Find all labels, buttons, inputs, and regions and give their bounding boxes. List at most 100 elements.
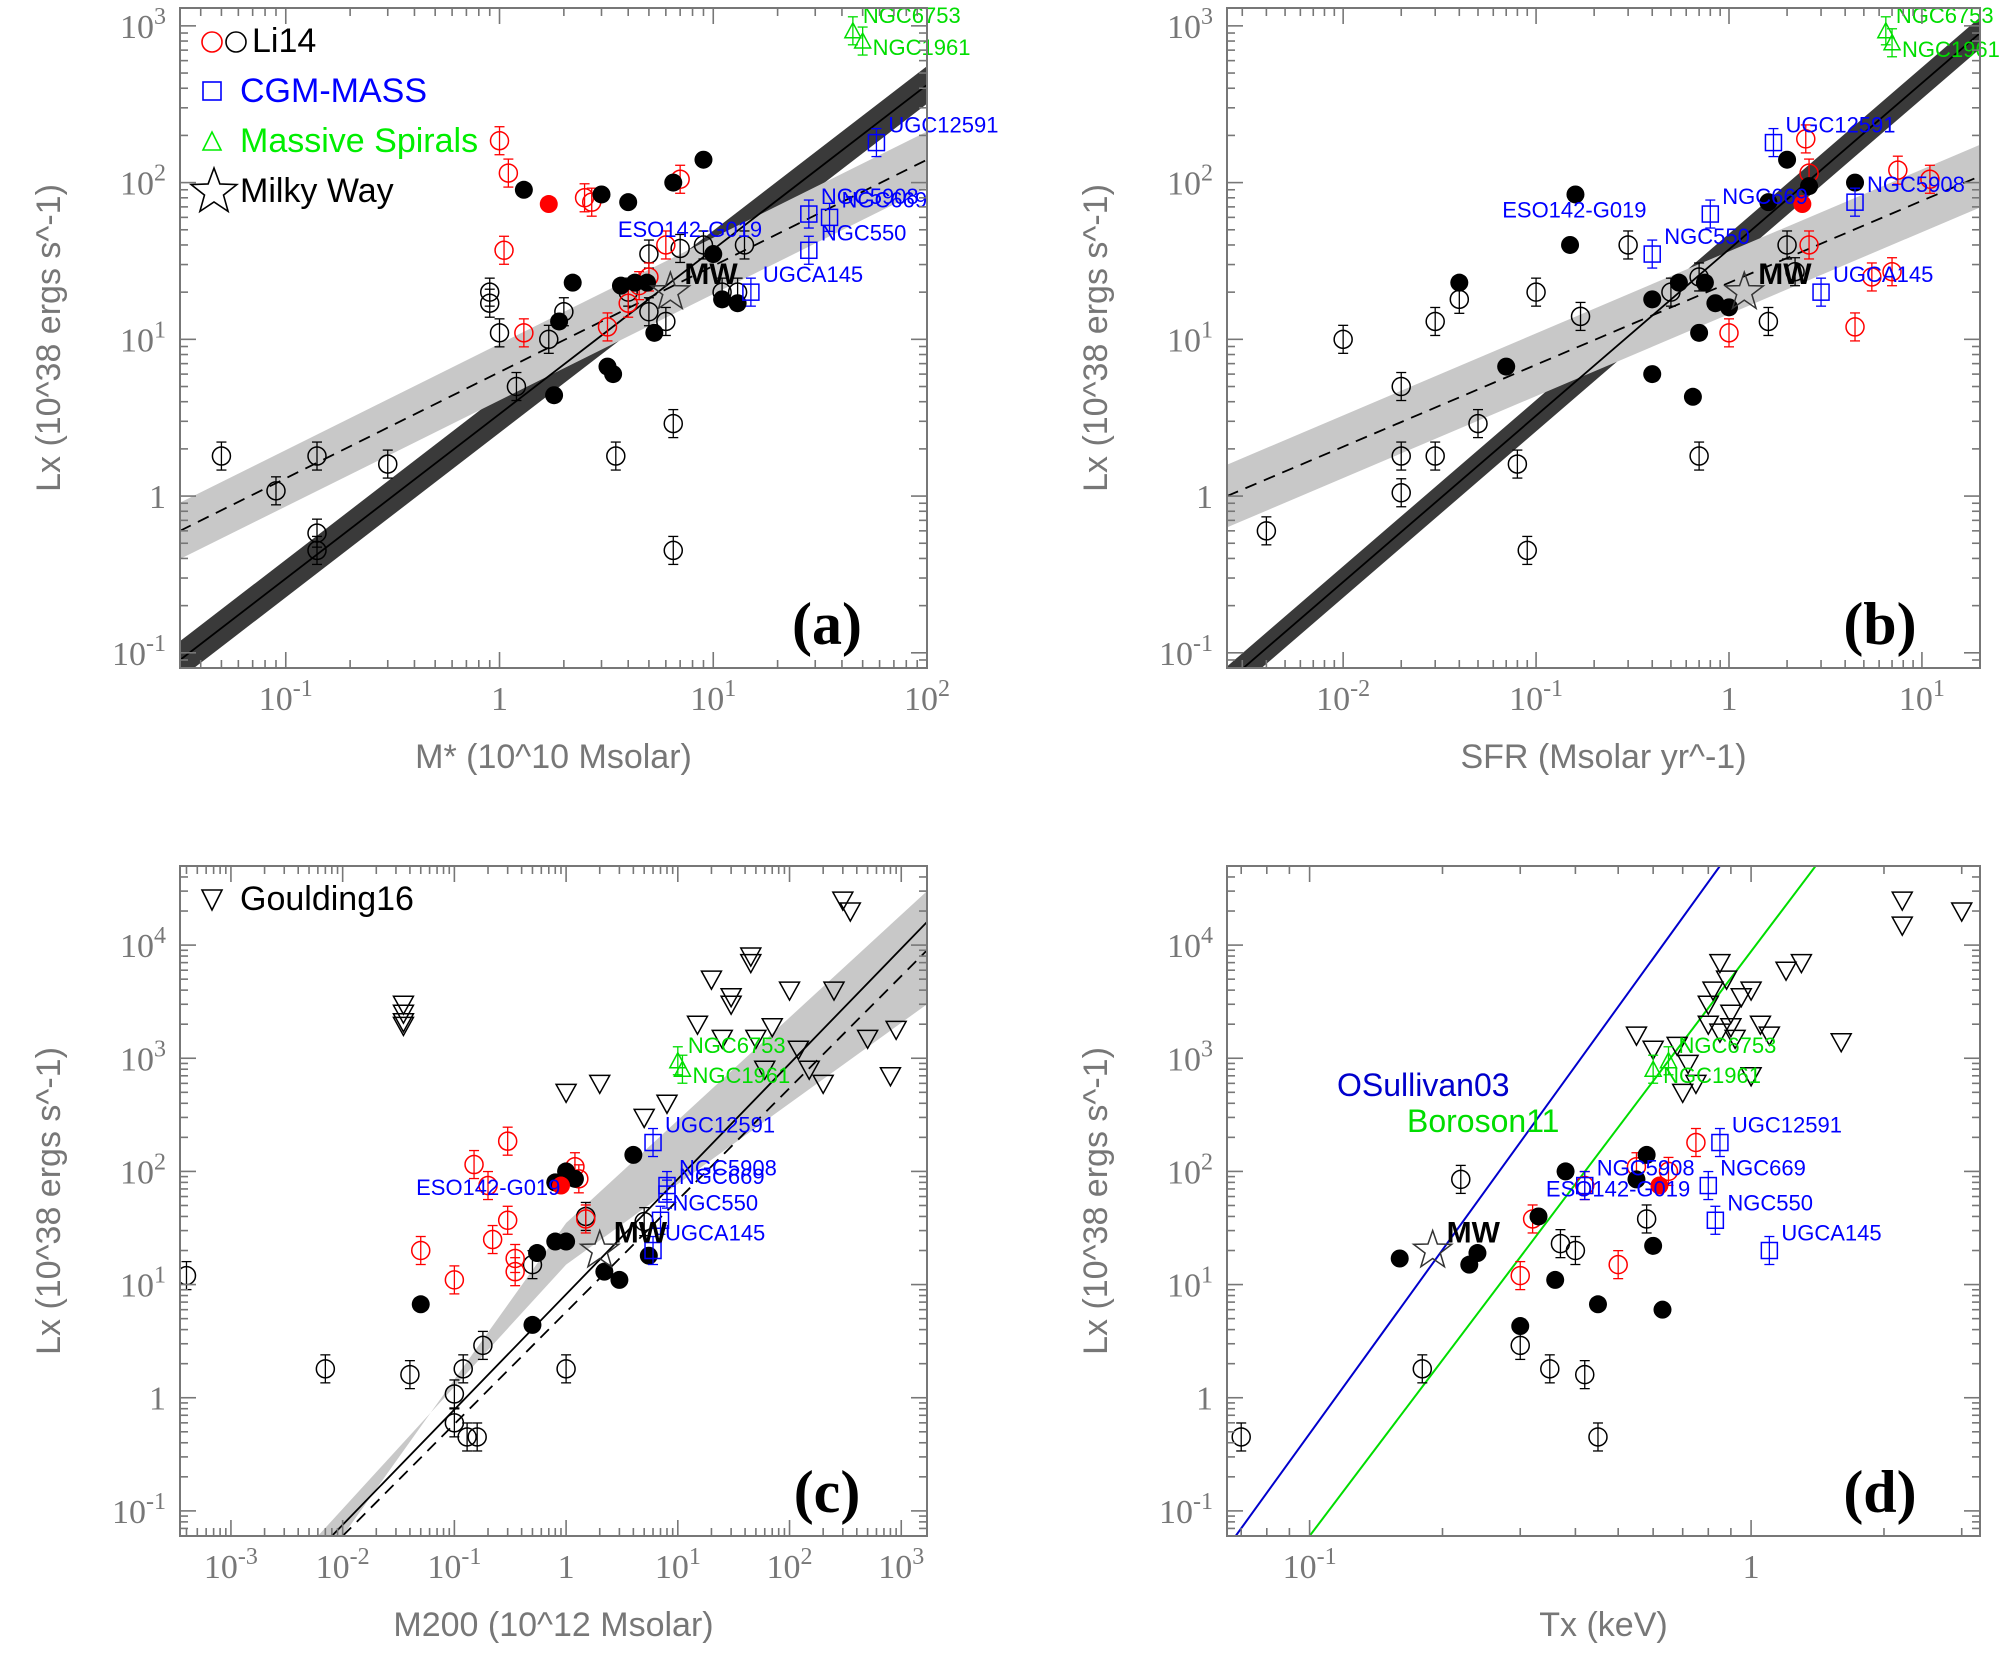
li14-open-point [1550,1233,1571,1254]
axes-frame [1226,865,1981,1537]
x-tick-label: 10-2 [1316,676,1370,718]
li14-open-point [1758,311,1779,332]
li14-open-point [1391,446,1411,466]
li14-filled-point [1846,173,1865,192]
li14-red-point [494,240,514,261]
goulding-point [1719,1017,1743,1039]
li14-open-point [693,235,714,255]
x-tick-exponent: 2 [938,676,950,702]
li14-open-point [400,1364,420,1385]
li14-filled-point [1497,357,1516,376]
y-tick-label: 104 [120,923,166,965]
goulding-point [822,981,846,1002]
milky-way-star [1411,1228,1454,1269]
li14-open-point [1618,235,1638,255]
li14-filled-point [1511,1317,1530,1336]
y-tick-exponent: 3 [1201,4,1213,30]
y-tick-label: 1 [1196,1381,1213,1418]
y-tick-exponent: -1 [146,631,166,657]
li14-open-point [467,1427,487,1447]
li14-red-point [497,1131,518,1151]
panel-2: UGC12591 NGC5908 NGC669 NGC550 UGCA145 ESO142… [1077,3,2000,776]
goulding-point [554,1083,578,1104]
li14-filled-point [1566,185,1585,204]
massive-spiral-label: NGC6753 [1678,1033,1776,1058]
cgm-mass-label: ESO142-G019 [1502,197,1646,222]
relation-line [1234,866,1721,1536]
goulding-point [1758,1026,1781,1047]
relation-label: OSullivan03 [1337,1067,1510,1103]
li14-filled-point [604,365,623,384]
y-tick-exponent: 1 [1201,1263,1213,1289]
y-axis-label: Lx (10^38 ergs s^-1) [30,1047,68,1355]
li14-filled-point [1800,177,1819,196]
massive-spiral-label: NGC1961 [692,1063,790,1088]
goulding-point [1676,1054,1700,1075]
li14-red-point [618,293,638,313]
goulding-point [1890,891,1914,912]
li14-open-point [656,311,676,332]
y-axis-label: Lx (10^38 ergs s^-1) [1077,184,1115,492]
li14-red-filled-point [1793,195,1812,214]
li14-open-point [539,329,559,350]
li14-filled-point [1627,1170,1646,1189]
li14-red-filled-point [1650,1176,1669,1195]
y-tick-label: 102 [120,161,166,203]
y-tick-label: 102 [1167,161,1213,203]
legend-label: Massive Spirals [240,122,478,160]
li14-red-point [1862,267,1882,287]
y-tick-exponent: 2 [1201,1149,1213,1175]
li14-filled-point [1669,273,1688,292]
y-tick-exponent: -1 [146,1489,166,1515]
li14-filled-point [1643,365,1662,384]
goulding-point [1749,1015,1772,1036]
li14-red-point [410,1240,431,1261]
li14-open-point [1588,1427,1608,1447]
x-tick-exponent: 1 [1933,676,1945,702]
li14-red-point [514,323,534,343]
y-tick-label: 103 [120,1036,166,1078]
li14-red-point [1608,1254,1628,1275]
panel-letter: (d) [1843,1459,1916,1525]
legend-li14-red-icon [201,31,223,53]
y-tick-label: 1 [149,479,166,516]
massive-spiral-point [673,1059,692,1077]
legend-star-icon [188,165,240,214]
massive-spiral-label: NGC6753 [863,3,961,28]
y-tick-label: 101 [1167,317,1213,359]
li14-open-point [734,235,755,255]
y-axis-label: Lx (10^38 ergs s^-1) [30,184,68,492]
li14-open-point [1425,446,1445,466]
li14-filled-point [592,185,611,204]
goulding-point [1708,953,1732,975]
goulding-point [392,1016,415,1037]
li14-open-point [266,481,286,501]
cgm-mass-point [651,1211,670,1230]
li14-red-point [489,130,510,151]
fit-line-solid [1242,32,1980,668]
x-axis-label: Tx (keV) [1539,1606,1667,1644]
x-tick-label: 10-1 [1283,1544,1337,1586]
li14-open-point [556,1359,576,1379]
li14-open-point [307,446,327,466]
cgm-mass-point [1643,245,1661,263]
li14-filled-point [557,1232,576,1251]
goulding-point [1739,1067,1763,1088]
li14-red-point [656,235,676,255]
cgm-mass-label: UGC12591 [665,1113,775,1138]
li14-open-point [489,323,510,343]
li14-open-point [1507,454,1528,474]
panel-letter: (a) [792,591,862,657]
li14-open-point [1231,1427,1251,1447]
y-tick-exponent: 2 [1201,161,1213,187]
li14-red-point [576,1209,596,1229]
x-tick-label: 10-1 [427,1544,481,1586]
li14-open-point [1468,413,1488,434]
axes-frame [1226,7,1981,669]
y-tick-label: 101 [120,1263,166,1305]
goulding-point [797,1060,821,1081]
li14-filled-point [1690,323,1709,342]
li14-red-point [497,1210,518,1231]
massive-spiral-label: NGC1961 [1902,37,2000,62]
